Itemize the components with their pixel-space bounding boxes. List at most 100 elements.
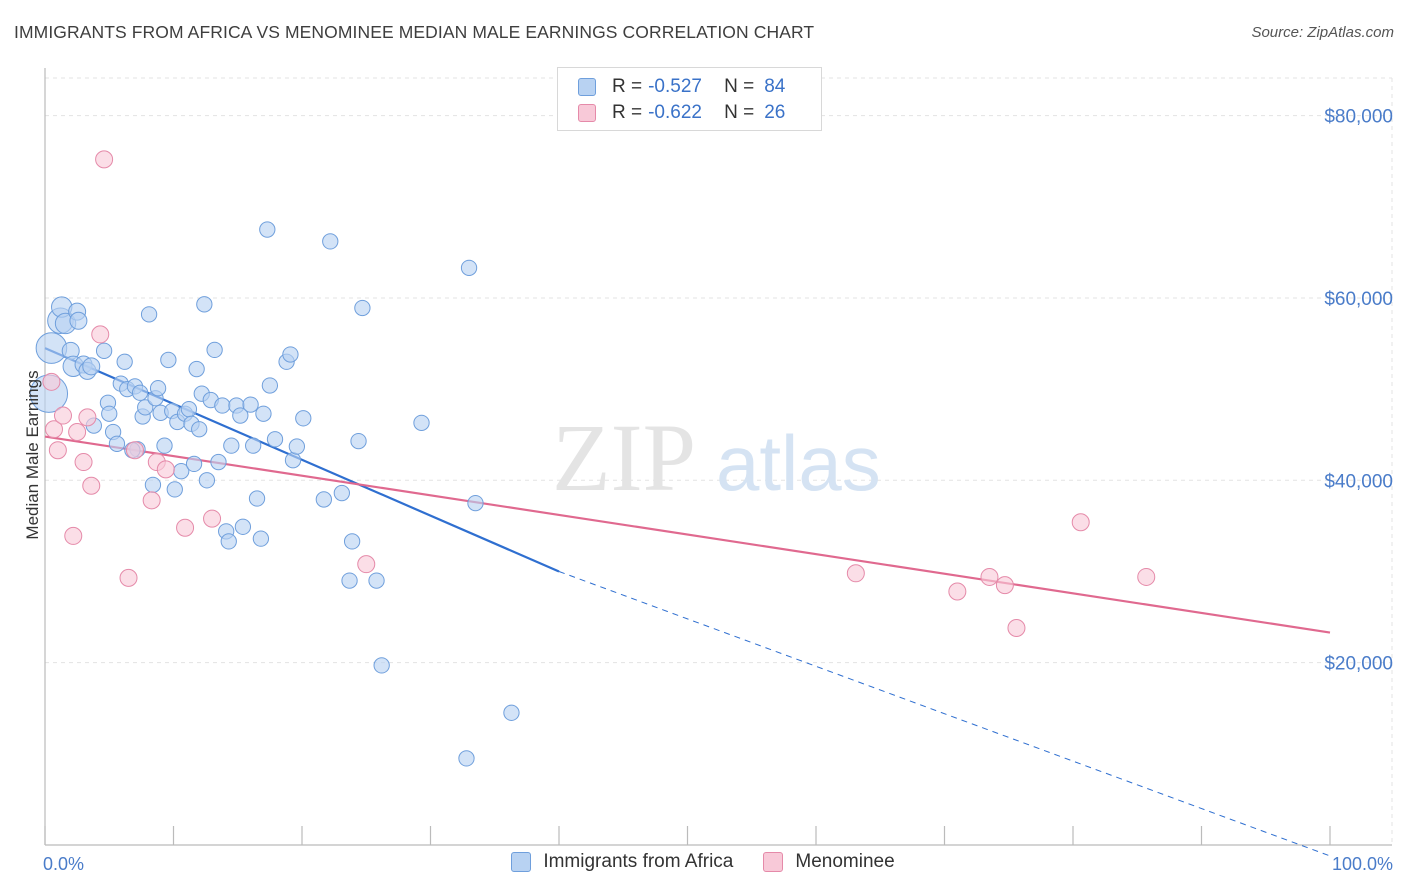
point-africa — [108, 435, 126, 452]
y-tick-label: $40,000 — [1324, 471, 1393, 492]
point-africa — [210, 453, 227, 471]
point-africa — [95, 342, 113, 359]
point-africa — [69, 311, 88, 330]
source-label: Source: ZipAtlas.com — [1251, 24, 1394, 41]
chart-title: IMMIGRANTS FROM AFRICA VS MENOMINEE MEDI… — [14, 22, 815, 42]
legend-n-value: 26 — [764, 102, 786, 123]
point-africa — [458, 750, 475, 767]
point-menominee — [91, 325, 110, 344]
legend-row-menominee: R = -0.622 N = 26 — [578, 100, 785, 126]
point-africa — [413, 414, 430, 432]
point-africa — [295, 410, 312, 427]
point-menominee — [1137, 567, 1156, 586]
point-africa — [259, 221, 276, 238]
point-menominee — [1071, 513, 1090, 532]
point-menominee — [64, 526, 83, 545]
point-menominee — [1007, 619, 1026, 637]
data-points — [29, 150, 1156, 767]
legend-swatch-pink — [763, 852, 784, 872]
point-africa — [460, 259, 478, 277]
point-menominee — [68, 422, 87, 441]
point-africa — [160, 351, 177, 369]
legend-row-africa: R = -0.527 N = 84 — [578, 74, 785, 100]
point-africa — [503, 704, 520, 721]
point-africa — [191, 421, 208, 438]
point-africa — [354, 299, 371, 317]
point-africa — [368, 572, 385, 589]
watermark: ZIP atlas — [552, 404, 881, 511]
point-africa — [350, 432, 367, 450]
point-africa — [140, 306, 158, 323]
point-africa — [266, 431, 284, 448]
point-menominee — [948, 582, 967, 601]
legend-r-label: R = — [612, 76, 643, 97]
point-africa — [343, 533, 361, 550]
point-africa — [166, 481, 183, 498]
x-tick-label: 0.0% — [43, 854, 84, 874]
point-africa — [255, 405, 272, 422]
point-africa — [185, 455, 203, 473]
point-africa — [156, 437, 173, 454]
series-legend: Immigrants from Africa Menominee — [0, 851, 1406, 873]
point-africa — [245, 437, 262, 454]
legend-n-label: N = — [724, 102, 755, 123]
point-menominee — [995, 576, 1014, 595]
point-africa — [180, 401, 198, 418]
legend-r-value: -0.622 — [648, 102, 702, 123]
legend-r-label: R = — [612, 102, 643, 123]
y-tick-label: $60,000 — [1324, 289, 1393, 310]
point-africa — [206, 341, 223, 359]
point-africa — [137, 399, 154, 416]
trend-line-africa-extension — [558, 571, 1331, 857]
point-africa — [234, 518, 252, 535]
legend-item-menominee[interactable]: Menominee — [763, 851, 895, 873]
point-africa — [196, 296, 213, 313]
point-menominee — [95, 150, 114, 169]
watermark-atlas: atlas — [716, 419, 881, 507]
point-menominee — [176, 518, 195, 537]
point-africa — [341, 572, 358, 589]
point-africa — [220, 533, 237, 550]
point-africa — [82, 357, 101, 376]
legend-item-africa[interactable]: Immigrants from Africa — [511, 851, 733, 873]
point-africa — [252, 530, 270, 547]
legend-n-label: N = — [724, 76, 755, 97]
trend-line-menominee — [44, 435, 1331, 634]
point-africa — [223, 437, 240, 454]
point-africa — [149, 380, 167, 397]
tick-labels: $20,000 $40,000 $60,000 $80,000 0.0% 100.0% — [43, 107, 1393, 874]
point-africa — [373, 657, 390, 674]
y-tick-label: $20,000 — [1324, 654, 1393, 675]
point-africa — [248, 490, 266, 507]
stats-legend: R = -0.527 N = 84 R = -0.622 N = 26 — [557, 67, 822, 131]
y-tick-label: $80,000 — [1324, 107, 1393, 128]
point-africa — [288, 438, 306, 455]
point-africa — [467, 494, 484, 512]
point-africa — [198, 472, 216, 489]
point-africa — [116, 353, 133, 370]
point-menominee — [82, 476, 101, 495]
legend-label-menominee: Menominee — [795, 851, 895, 872]
point-menominee — [48, 441, 67, 460]
legend-swatch-blue — [511, 852, 532, 872]
axes — [44, 68, 1392, 846]
point-africa — [315, 491, 332, 508]
point-africa — [284, 452, 302, 469]
point-menominee — [119, 568, 138, 587]
point-menominee — [78, 408, 97, 427]
point-menominee — [203, 509, 222, 528]
point-africa — [261, 377, 279, 394]
x-tick-label: 100.0% — [1332, 854, 1393, 874]
point-africa — [282, 346, 299, 363]
point-africa — [333, 484, 350, 502]
point-menominee — [980, 567, 999, 586]
legend-swatch-blue — [578, 78, 596, 96]
point-menominee — [156, 460, 175, 479]
y-axis-label: Median Male Earnings — [23, 370, 42, 539]
point-menominee — [357, 555, 376, 574]
point-menominee — [42, 372, 61, 391]
point-menominee — [142, 491, 161, 510]
point-africa — [232, 407, 249, 424]
point-africa — [101, 405, 118, 422]
